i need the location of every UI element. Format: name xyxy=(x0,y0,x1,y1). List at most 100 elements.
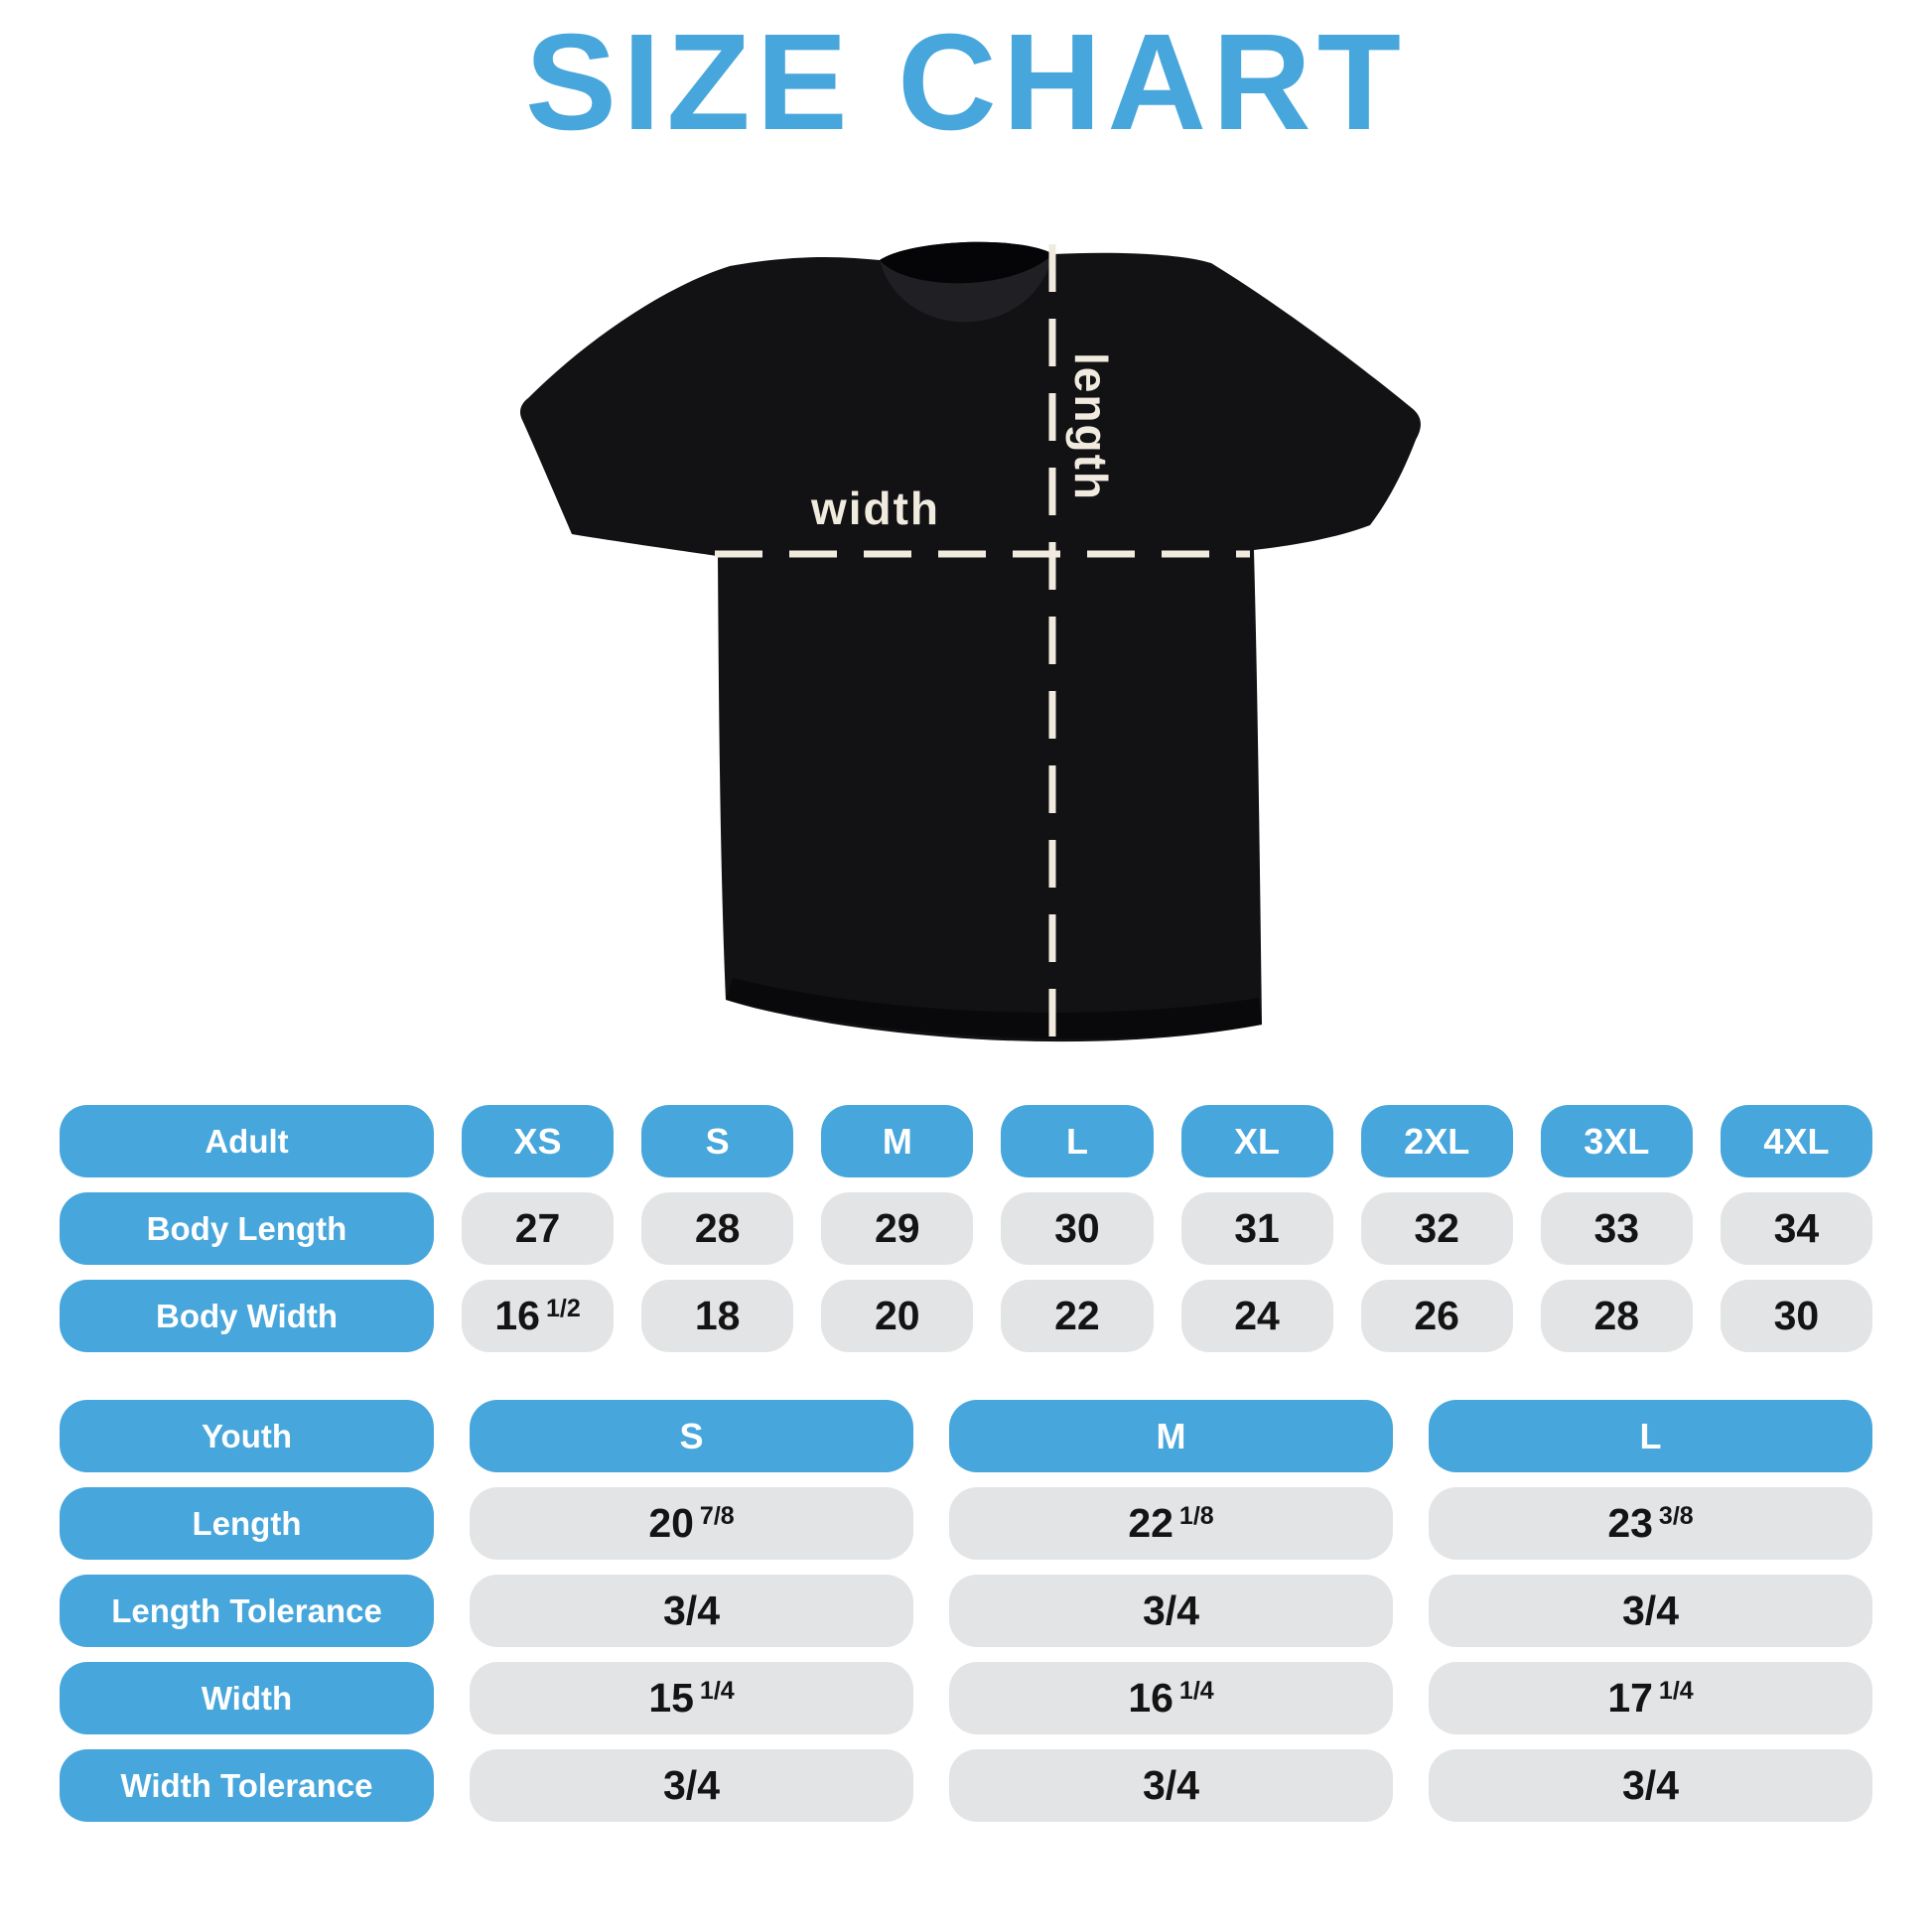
table-row: Body Length 27 28 29 30 31 32 33 34 xyxy=(60,1192,1872,1265)
size-header-pill: L xyxy=(1001,1105,1154,1177)
value-main: 28 xyxy=(694,1205,741,1251)
size-value-cell: 28 xyxy=(641,1192,794,1265)
size-value-cell: 28 xyxy=(1540,1280,1693,1352)
size-value-cell: 3/4 xyxy=(949,1749,1393,1822)
value-main: 26 xyxy=(1414,1293,1459,1338)
adult-size-table: Adult XS S M L XL 2XL 3XL 4XL Body Length 27 28 29 30… xyxy=(60,1105,1872,1367)
table-row: Length Tolerance 3/4 3/4 3/4 xyxy=(60,1575,1872,1647)
value-fraction: 1/2 xyxy=(545,1295,581,1322)
table-header-label: Youth xyxy=(60,1400,434,1472)
size-value-cell: 3/4 xyxy=(470,1575,913,1647)
value-main: 20 xyxy=(875,1293,920,1338)
size-value-cell: 3/4 xyxy=(1429,1575,1872,1647)
tshirt-hem-shadow xyxy=(726,978,1262,1039)
value-main: 16 xyxy=(494,1293,540,1338)
value-fraction: 7/8 xyxy=(699,1502,735,1530)
table-header-label: Adult xyxy=(60,1105,434,1177)
size-value-cell: 30 xyxy=(1001,1192,1154,1265)
width-measure-label: width xyxy=(810,483,940,534)
value-main: 16 xyxy=(1128,1675,1173,1721)
size-value-cell: 23 3/8 xyxy=(1429,1487,1872,1560)
youth-size-table: Youth S M L Length 20 7/8 22 1/8 23 3/8 Length Tole… xyxy=(60,1400,1872,1837)
size-value-cell: 34 xyxy=(1720,1192,1872,1265)
value-main: 3/4 xyxy=(1143,1587,1199,1633)
size-value-cell: 3/4 xyxy=(949,1575,1393,1647)
size-value-cell: 26 xyxy=(1360,1280,1513,1352)
table-row: Width 15 1/4 16 1/4 17 1/4 xyxy=(60,1662,1872,1734)
value-main: 3/4 xyxy=(663,1587,720,1633)
size-value-cell: 33 xyxy=(1540,1192,1693,1265)
row-label-pill: Length xyxy=(60,1487,434,1560)
size-header-pill: S xyxy=(470,1400,913,1472)
table-row: Body Width 16 1/2 18 20 22 24 26 28 30 xyxy=(60,1280,1872,1352)
value-main: 31 xyxy=(1234,1205,1280,1251)
size-value-cell: 29 xyxy=(821,1192,974,1265)
value-main: 28 xyxy=(1593,1293,1640,1338)
value-main: 29 xyxy=(875,1205,920,1251)
value-main: 15 xyxy=(648,1675,694,1721)
row-label-pill: Body Width xyxy=(60,1280,434,1352)
size-value-cell: 30 xyxy=(1720,1280,1872,1352)
tshirt-collar-band xyxy=(880,254,1053,323)
value-main: 3/4 xyxy=(663,1762,720,1808)
size-header-pill: M xyxy=(949,1400,1393,1472)
value-fraction: 1/4 xyxy=(1658,1677,1694,1705)
size-header-pill: 3XL xyxy=(1540,1105,1693,1177)
size-value-cell: 18 xyxy=(641,1280,794,1352)
row-label-pill: Width Tolerance xyxy=(60,1749,434,1822)
size-value-cell: 3/4 xyxy=(470,1749,913,1822)
size-value-cell: 20 7/8 xyxy=(470,1487,913,1560)
value-main: 30 xyxy=(1773,1293,1820,1338)
value-main: 17 xyxy=(1607,1675,1653,1721)
value-main: 18 xyxy=(694,1293,741,1338)
size-value-cell: 16 1/2 xyxy=(462,1280,615,1352)
size-value-cell: 22 1/8 xyxy=(949,1487,1393,1560)
row-label-pill: Width xyxy=(60,1662,434,1734)
size-header-pill: 4XL xyxy=(1720,1105,1872,1177)
value-main: 23 xyxy=(1607,1500,1653,1546)
size-value-cell: 20 xyxy=(821,1280,974,1352)
value-main: 24 xyxy=(1234,1293,1280,1338)
value-main: 22 xyxy=(1128,1500,1173,1546)
size-header-pill: XS xyxy=(462,1105,615,1177)
size-value-cell: 22 xyxy=(1001,1280,1154,1352)
size-header-pill: S xyxy=(641,1105,794,1177)
value-main: 30 xyxy=(1054,1205,1100,1251)
table-row: Adult XS S M L XL 2XL 3XL 4XL xyxy=(60,1105,1872,1177)
size-value-cell: 24 xyxy=(1180,1280,1333,1352)
size-value-cell: 31 xyxy=(1180,1192,1333,1265)
tshirt-collar-opening xyxy=(880,241,1053,284)
row-label-pill: Length Tolerance xyxy=(60,1575,434,1647)
value-main: 3/4 xyxy=(1622,1587,1679,1633)
table-row: Width Tolerance 3/4 3/4 3/4 xyxy=(60,1749,1872,1822)
size-value-cell: 32 xyxy=(1360,1192,1513,1265)
size-value-cell: 17 1/4 xyxy=(1429,1662,1872,1734)
tshirt-measurement-diagram: width length xyxy=(520,241,1421,1042)
value-main: 27 xyxy=(514,1205,561,1251)
page-title: SIZE CHART xyxy=(525,6,1407,159)
size-header-pill: M xyxy=(821,1105,974,1177)
value-main: 34 xyxy=(1773,1205,1820,1251)
value-fraction: 1/8 xyxy=(1178,1502,1214,1530)
size-header-pill: XL xyxy=(1180,1105,1333,1177)
size-value-cell: 15 1/4 xyxy=(470,1662,913,1734)
value-fraction: 1/4 xyxy=(1178,1677,1214,1705)
row-label-pill: Body Length xyxy=(60,1192,434,1265)
size-header-pill: 2XL xyxy=(1360,1105,1513,1177)
size-value-cell: 16 1/4 xyxy=(949,1662,1393,1734)
size-header-pill: L xyxy=(1429,1400,1872,1472)
size-value-cell: 27 xyxy=(462,1192,615,1265)
value-main: 3/4 xyxy=(1143,1762,1199,1808)
table-row: Youth S M L xyxy=(60,1400,1872,1472)
table-row: Length 20 7/8 22 1/8 23 3/8 xyxy=(60,1487,1872,1560)
value-main: 33 xyxy=(1593,1205,1640,1251)
value-fraction: 1/4 xyxy=(699,1677,735,1705)
value-main: 22 xyxy=(1054,1293,1100,1338)
value-main: 32 xyxy=(1414,1205,1459,1251)
value-main: 20 xyxy=(648,1500,694,1546)
value-fraction: 3/8 xyxy=(1658,1502,1694,1530)
value-main: 3/4 xyxy=(1622,1762,1679,1808)
size-value-cell: 3/4 xyxy=(1429,1749,1872,1822)
tshirt-silhouette xyxy=(520,241,1421,1042)
